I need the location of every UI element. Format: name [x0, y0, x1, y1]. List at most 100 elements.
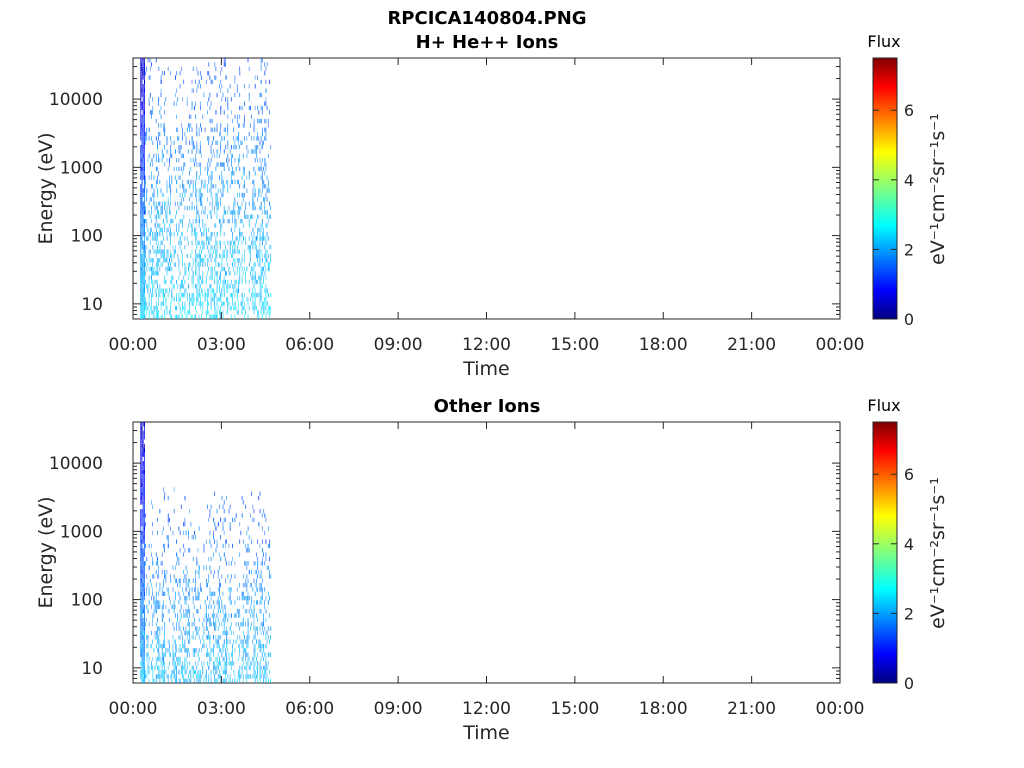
spectrogram-cell	[222, 249, 224, 254]
spectrogram-cell	[173, 232, 175, 237]
spectrogram-cell	[166, 136, 168, 141]
spectrogram-cell	[197, 262, 199, 267]
spectrogram-cell	[202, 218, 204, 224]
spectrogram-cell	[197, 275, 199, 280]
spectrogram-cell	[140, 465, 142, 470]
spectrogram-cell	[227, 153, 229, 159]
spectrogram-cell	[248, 236, 250, 241]
spectrogram-cell	[227, 249, 229, 254]
spectrogram-cell	[168, 517, 170, 523]
spectrogram-cell	[221, 84, 223, 89]
spectrogram-cell	[215, 192, 217, 198]
spectrogram-cell	[270, 258, 272, 263]
spectrogram-cell	[223, 266, 225, 272]
spectrogram-cell	[224, 75, 226, 80]
spectrogram-cell	[201, 587, 202, 592]
spectrogram-cell	[215, 305, 217, 311]
spectrogram-cell	[141, 522, 143, 527]
spectrogram-cell	[172, 284, 174, 289]
spectrogram-cell	[226, 539, 227, 544]
spectrogram-cell	[141, 305, 143, 311]
spectrogram-cell	[160, 561, 162, 566]
spectrogram-cell	[213, 635, 215, 640]
spectrogram-cell	[260, 288, 262, 293]
spectrogram-cell	[142, 587, 144, 592]
colorbar-units: eV⁻¹cm⁻²sr⁻¹s⁻¹	[927, 113, 949, 265]
spectrogram-cell	[186, 622, 188, 627]
spectrogram-cell	[216, 600, 218, 605]
spectrogram-cell	[178, 635, 180, 640]
spectrogram-cell	[207, 596, 208, 601]
spectrogram-cell	[211, 648, 213, 653]
spectrogram-cell	[261, 305, 263, 311]
spectrogram-cell	[260, 205, 262, 211]
spectrogram-cell	[158, 271, 160, 276]
spectrogram-cell	[234, 314, 236, 319]
spectrogram-cell	[140, 279, 142, 285]
spectrogram-cell	[257, 75, 258, 80]
spectrogram-cell	[160, 88, 162, 93]
spectrogram-cell	[141, 271, 143, 276]
spectrogram-cell	[253, 118, 255, 124]
spectrogram-cell	[161, 149, 163, 154]
spectrogram-cell	[188, 149, 189, 154]
spectrogram-cell	[228, 266, 230, 272]
spectrogram-cell	[207, 617, 208, 623]
spectrogram-cell	[217, 626, 219, 631]
spectrogram-cell	[191, 88, 193, 93]
spectrogram-cell	[185, 271, 187, 276]
spectrogram-cell	[223, 284, 225, 289]
spectrogram-cell	[148, 175, 150, 180]
spectrogram-cell	[257, 617, 258, 623]
spectrogram-cell	[158, 656, 160, 662]
spectrogram-cell	[254, 582, 256, 588]
spectrogram-cell	[143, 591, 145, 596]
spectrogram-cell	[190, 669, 192, 675]
spectrogram-cell	[203, 258, 205, 263]
spectrogram-cell	[190, 223, 192, 228]
spectrogram-cell	[151, 205, 152, 211]
spectrogram-cell	[182, 192, 183, 198]
spectrogram-cell	[233, 171, 235, 176]
spectrogram-cell	[174, 596, 176, 601]
spectrogram-cell	[163, 292, 164, 298]
spectrogram-cell	[176, 561, 177, 566]
spectrogram-cell	[216, 310, 218, 315]
spectrogram-cell	[221, 574, 223, 579]
spectrogram-cell	[234, 279, 236, 285]
spectrogram-cell	[182, 284, 183, 289]
spectrogram-cell	[198, 626, 200, 631]
spectrogram-cell	[247, 630, 249, 636]
spectrogram-cell	[168, 223, 170, 228]
spectrogram-cell	[143, 509, 145, 514]
spectrogram-cell	[197, 661, 199, 666]
spectrogram-cell	[209, 92, 211, 98]
spectrogram-cell	[241, 192, 243, 198]
spectrogram-cell	[143, 635, 145, 640]
spectrogram-cell	[228, 652, 230, 657]
spectrogram-cell	[230, 175, 233, 180]
spectrogram-cell	[247, 591, 249, 596]
spectrogram-cell	[195, 266, 196, 272]
colorbar-tick-label: 0	[904, 674, 914, 693]
spectrogram-cell	[245, 240, 247, 246]
spectrogram-cell	[178, 292, 180, 298]
spectrogram-cell	[141, 258, 143, 263]
spectrogram-cell	[261, 526, 263, 531]
spectrogram-cell	[191, 205, 193, 211]
spectrogram-cell	[148, 591, 150, 596]
spectrogram-cell	[232, 292, 234, 298]
spectrogram-cell	[202, 275, 204, 280]
spectrogram-cell	[165, 258, 167, 263]
spectrogram-cell	[143, 75, 145, 80]
spectrogram-cell	[143, 88, 145, 93]
spectrogram-cell	[146, 245, 148, 250]
spectrogram-cell	[186, 205, 188, 211]
spectrogram-cell	[149, 110, 151, 115]
spectrogram-cell	[236, 249, 238, 254]
spectrogram-cell	[142, 227, 144, 232]
spectrogram-cell	[213, 314, 214, 319]
spectrogram-cell	[191, 223, 193, 228]
spectrogram-cell	[189, 509, 191, 514]
